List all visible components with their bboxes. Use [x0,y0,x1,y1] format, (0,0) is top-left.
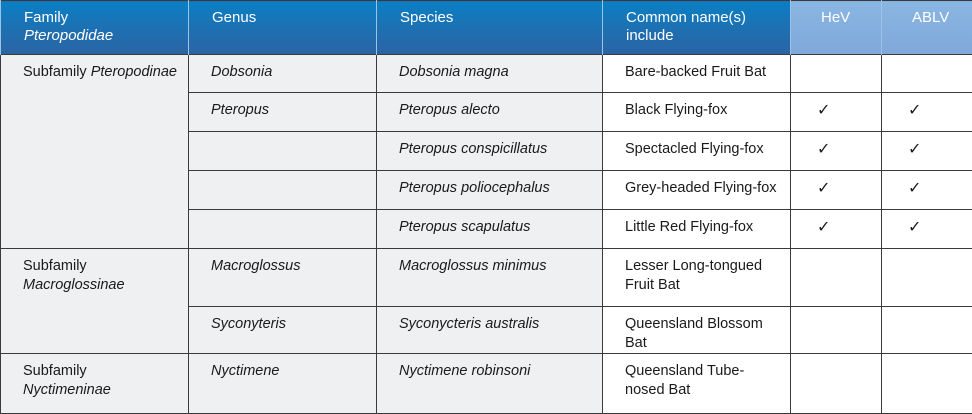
header-genus: Genus [189,1,377,55]
ablv-cell: ✓ [882,132,972,171]
header-row: Family Pteropodidae Genus Species Common… [1,1,972,55]
ablv-cell [882,249,972,307]
common-name-cell: Grey-headed Flying-fox [603,171,791,210]
subfamily-name: Nyctimeninae [23,382,111,398]
ablv-cell: ✓ [882,210,972,249]
subfamily-name: Macroglossinae [23,277,125,293]
header-species: Species [377,1,603,55]
subfamily-prefix: Subfamily [23,64,87,80]
genus-cell [189,171,377,210]
common-name-cell: Little Red Flying-fox [603,210,791,249]
common-name-cell: Spectacled Flying-fox [603,132,791,171]
genus-cell: Pteropus [189,93,377,132]
hev-cell [791,249,882,307]
hev-cell [791,307,882,354]
header-family-label: Family [24,9,68,26]
species-cell: Macroglossus minimus [377,249,603,307]
header-family: Family Pteropodidae [1,1,189,55]
table-row: Subfamily Macroglossinae Macroglossus Ma… [1,249,972,307]
ablv-cell: ✓ [882,171,972,210]
species-cell: Syconycteris australis [377,307,603,354]
hev-cell: ✓ [791,210,882,249]
subfamily-prefix: Subfamily [23,363,87,379]
subfamily-prefix: Subfamily [23,258,87,274]
genus-cell [189,210,377,249]
header-common-names: Common name(s) include [603,1,791,55]
header-ablv: ABLV [882,1,972,55]
common-name-cell: Queensland Blossom Bat [603,307,791,354]
hev-cell: ✓ [791,93,882,132]
ablv-cell [882,307,972,354]
subfamily-cell: Subfamily Pteropodinae [1,55,189,249]
species-cell: Dobsonia magna [377,55,603,93]
common-name-cell: Bare-backed Fruit Bat [603,55,791,93]
table-row: Subfamily Pteropodinae Dobsonia Dobsonia… [1,55,972,93]
hev-cell: ✓ [791,132,882,171]
genus-cell: Macroglossus [189,249,377,307]
header-hev: HeV [791,1,882,55]
table-body: Subfamily Pteropodinae Dobsonia Dobsonia… [1,55,972,414]
genus-cell: Dobsonia [189,55,377,93]
species-cell: Pteropus poliocephalus [377,171,603,210]
ablv-cell: ✓ [882,93,972,132]
common-name-cell: Black Flying-fox [603,93,791,132]
hev-cell: ✓ [791,171,882,210]
ablv-cell [882,55,972,93]
header-family-name: Pteropodidae [24,27,113,44]
genus-cell: Syconyteris [189,307,377,354]
genus-cell [189,132,377,171]
hev-cell [791,55,882,93]
table-header: Family Pteropodidae Genus Species Common… [1,1,972,55]
subfamily-cell: Subfamily Macroglossinae [1,249,189,354]
subfamily-name: Pteropodinae [91,64,177,80]
common-name-cell: Lesser Long-tongued Fruit Bat [603,249,791,307]
species-cell: Pteropus scapulatus [377,210,603,249]
species-cell: Pteropus conspicillatus [377,132,603,171]
species-cell: Pteropus alecto [377,93,603,132]
